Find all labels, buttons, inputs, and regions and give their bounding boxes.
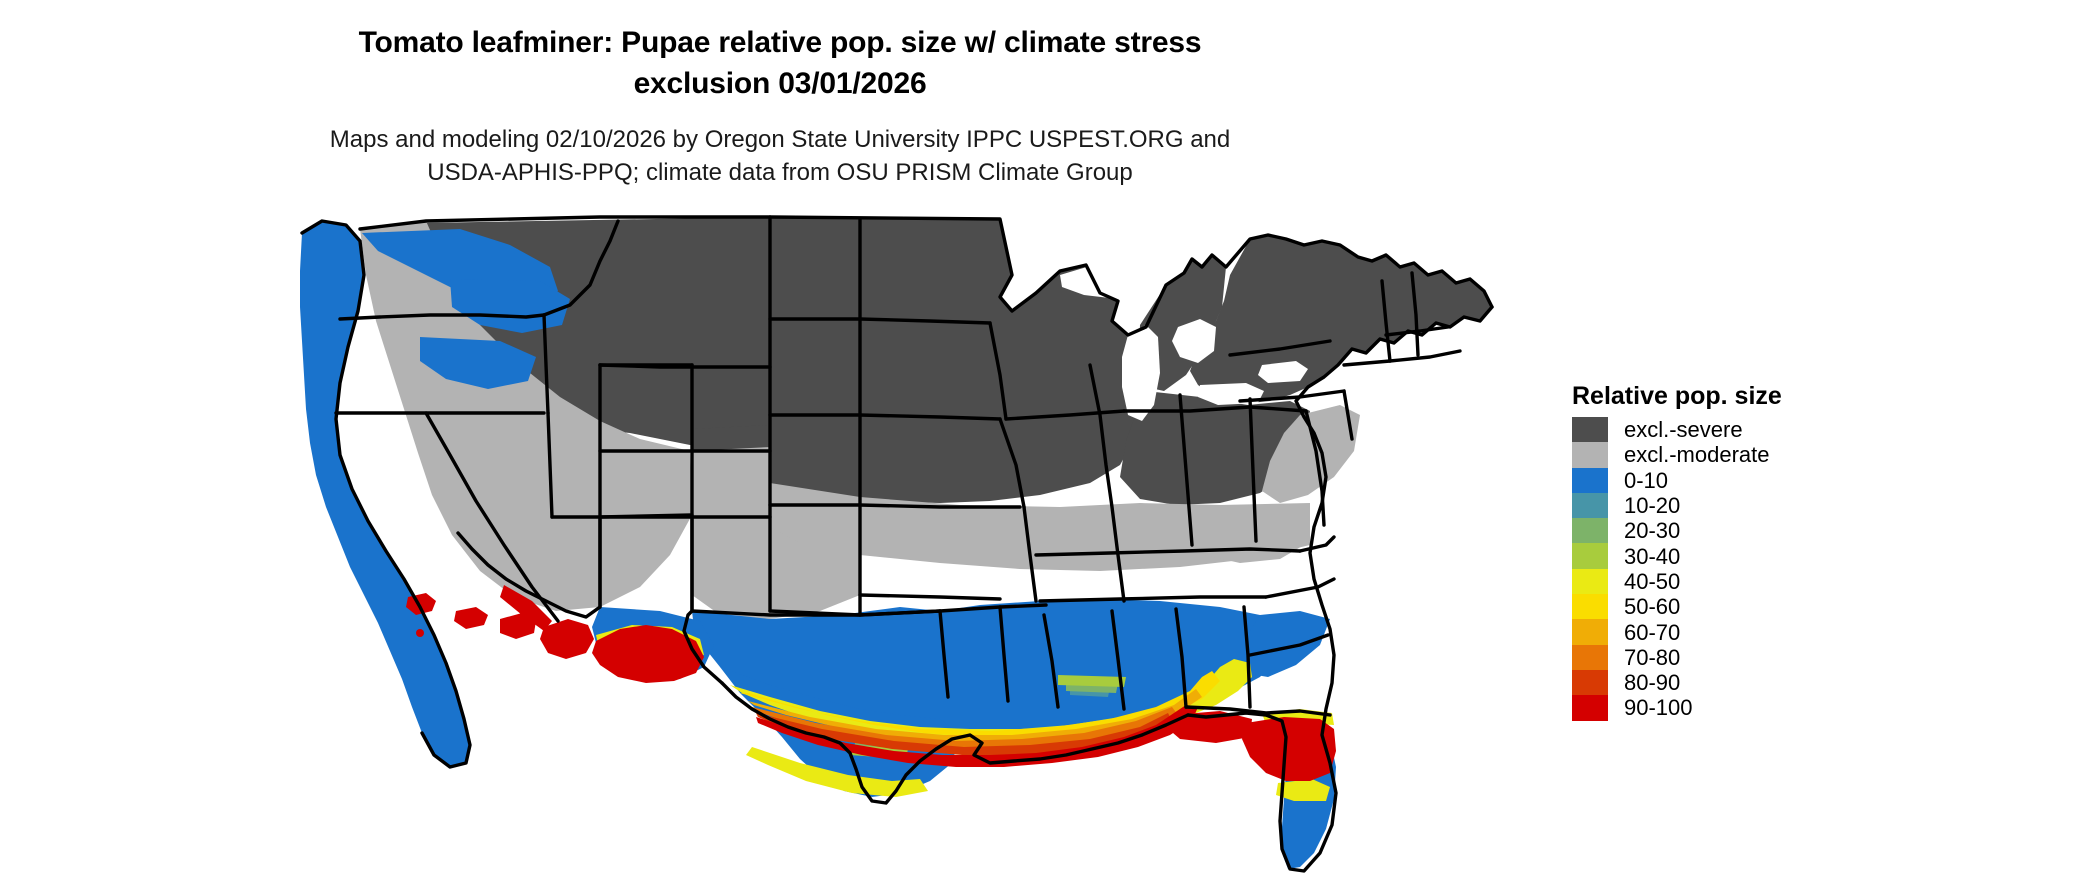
- legend-color-swatch: [1572, 619, 1608, 645]
- legend-item: 80-90: [1572, 669, 1972, 696]
- legend-color-swatch: [1572, 594, 1608, 620]
- legend-item: 0-10: [1572, 467, 1972, 493]
- legend-item: 20-30: [1572, 518, 1972, 544]
- legend-item-label: 60-70: [1624, 619, 1681, 645]
- legend-item-label: 80-90: [1624, 670, 1681, 696]
- title-line-2: exclusion 03/01/2026: [633, 67, 927, 100]
- page-title: Tomato leafminer: Pupae relative pop. si…: [0, 22, 1560, 104]
- legend-color-swatch: [1572, 442, 1608, 468]
- legend-item: excl.-severe: [1572, 417, 1972, 443]
- us-choropleth-map: [300, 215, 1560, 875]
- legend-color-swatch: [1572, 669, 1608, 696]
- subtitle-line-1: Maps and modeling 02/10/2026 by Oregon S…: [329, 126, 1231, 153]
- legend-item-label: excl.-moderate: [1624, 442, 1770, 468]
- legend-item: 50-60: [1572, 594, 1972, 620]
- page-subtitle: Maps and modeling 02/10/2026 by Oregon S…: [0, 123, 1560, 189]
- region-class-80-90: [756, 713, 1172, 755]
- legend-item-label: 10-20: [1624, 493, 1681, 519]
- legend-item-label: 20-30: [1624, 518, 1681, 544]
- legend-item: 10-20: [1572, 492, 1972, 519]
- legend-item-list: excl.-severe excl.-moderate 0-10 10-20 20-30…: [1572, 417, 1972, 721]
- legend-color-swatch: [1572, 417, 1608, 443]
- legend-item-label: 70-80: [1624, 644, 1681, 670]
- subtitle-line-2: USDA-APHIS-PPQ; climate data from OSU PR…: [427, 159, 1133, 186]
- legend-color-swatch: [1572, 492, 1608, 519]
- legend-title: Relative pop. size: [1572, 382, 1782, 410]
- map-legend: Relative pop. size excl.-severe excl.-mod…: [1572, 382, 1972, 721]
- legend-item-label: 40-50: [1624, 568, 1681, 594]
- legend-color-swatch: [1572, 695, 1608, 721]
- region-class-50-60: [740, 671, 1220, 737]
- legend-item-label: 0-10: [1624, 467, 1669, 493]
- legend-color-swatch: [1572, 644, 1608, 670]
- region-class-70-80: [752, 707, 1178, 749]
- legend-color-swatch: [1572, 568, 1608, 595]
- legend-item: 60-70: [1572, 619, 1972, 645]
- legend-item: excl.-moderate: [1572, 442, 1972, 468]
- legend-item-label: excl.-severe: [1624, 417, 1743, 443]
- legend-item: 90-100: [1572, 695, 1972, 721]
- legend-color-swatch: [1572, 467, 1608, 493]
- title-line-1: Tomato leafminer: Pupae relative pop. si…: [358, 26, 1202, 59]
- legend-item-label: 50-60: [1624, 594, 1681, 620]
- legend-color-swatch: [1572, 543, 1608, 569]
- legend-item-label: 90-100: [1624, 695, 1693, 721]
- legend-item: 70-80: [1572, 644, 1972, 670]
- legend-item-label: 30-40: [1624, 543, 1681, 569]
- legend-color-swatch: [1572, 518, 1608, 544]
- legend-item: 30-40: [1572, 543, 1972, 569]
- legend-item: 40-50: [1572, 568, 1972, 595]
- great-lakes-water: [1060, 263, 1308, 421]
- state-boundaries: [300, 215, 1494, 873]
- map-svg: [300, 215, 1560, 875]
- region-class-60-80: [748, 689, 1202, 743]
